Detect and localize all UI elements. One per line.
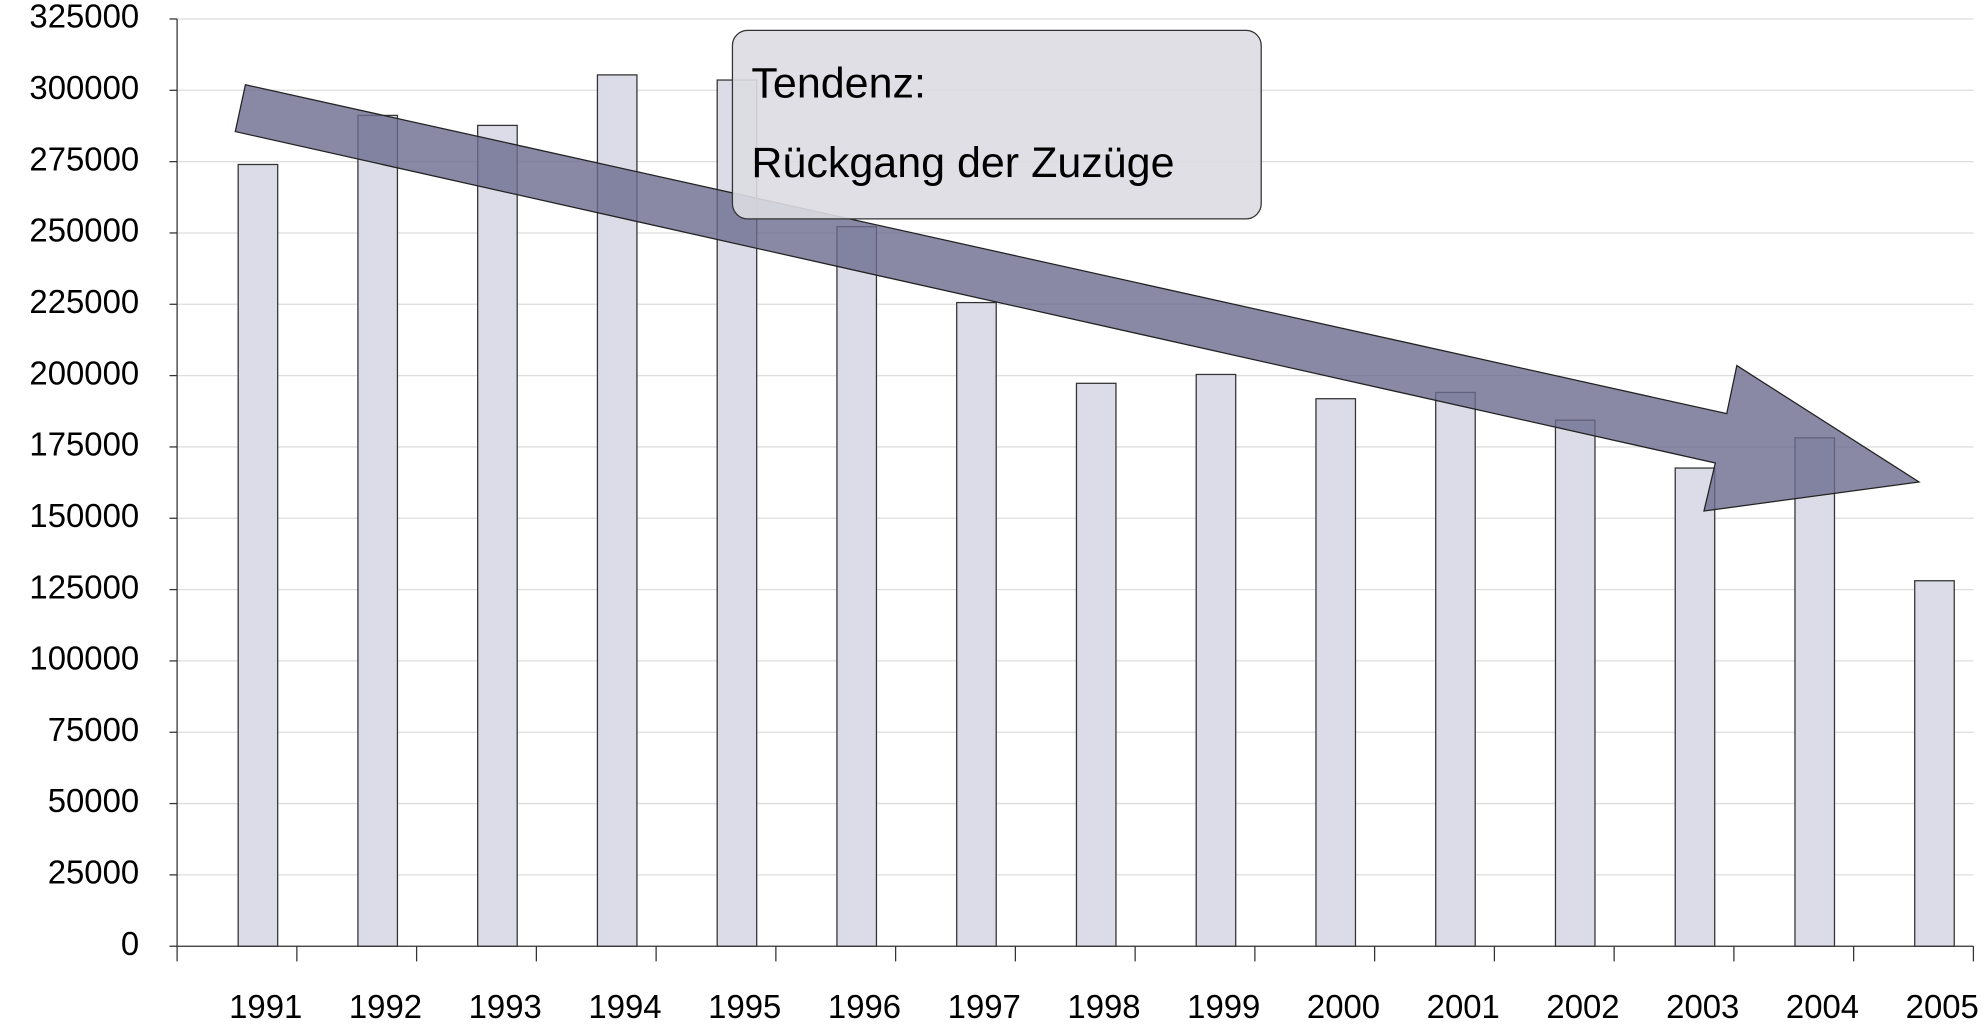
bar: [1554, 419, 1596, 947]
x-tick-label: 2004: [1786, 988, 1859, 1025]
y-tick-label: 100000: [29, 640, 139, 677]
plot-area: 0 25000 50000 75000 100000 125000 150000 175000…: [29, 0, 1978, 1025]
x-tick-label: 1992: [349, 988, 422, 1025]
bar: [237, 163, 279, 947]
x-tick-label: 1994: [588, 988, 661, 1025]
x-tick-label: 1997: [948, 988, 1021, 1025]
x-tick-label: 2000: [1307, 988, 1380, 1025]
y-tick-label: 250000: [29, 212, 139, 249]
y-tick-label: 325000: [29, 0, 139, 35]
y-tick-label: 175000: [29, 426, 139, 463]
bar: [1435, 391, 1476, 947]
annotation-box: [731, 29, 1262, 220]
y-tick-label: 200000: [29, 354, 139, 391]
y-tick-label: 150000: [29, 497, 139, 534]
y-tick-label: 225000: [29, 283, 139, 320]
bar: [836, 226, 878, 947]
y-tick-label: 0: [121, 925, 139, 962]
bar: [1794, 437, 1836, 947]
x-tick-label: 1996: [828, 988, 901, 1025]
x-tick-label: 1991: [229, 988, 302, 1025]
annotation-text: Tendenz:: [751, 59, 926, 107]
x-tick-label: 1999: [1187, 988, 1260, 1025]
bar: [1315, 398, 1357, 947]
bar: [1914, 580, 1955, 947]
bar: [357, 114, 399, 947]
y-tick-label: 275000: [29, 140, 139, 177]
y-tick-label: 50000: [48, 782, 139, 819]
x-tick-label: 2003: [1666, 988, 1739, 1025]
x-tick-label: 2002: [1546, 988, 1619, 1025]
x-tick-label: 1993: [469, 988, 542, 1025]
bar: [956, 301, 997, 947]
bar: [1075, 382, 1117, 947]
y-tick-label: 125000: [29, 568, 139, 605]
trend-arrow: [234, 83, 1921, 512]
x-tick-label: 2001: [1427, 988, 1500, 1025]
annotation-text: Rückgang der Zuzüge: [751, 139, 1174, 187]
y-tick-label: 25000: [48, 854, 139, 891]
bar: [1195, 373, 1237, 947]
y-tick-label: 75000: [48, 711, 139, 748]
y-tick-label: 300000: [29, 69, 139, 106]
x-tick-label: 1995: [708, 988, 781, 1025]
bar: [477, 124, 518, 947]
bar: [1674, 467, 1716, 947]
x-tick-label: 1998: [1067, 988, 1140, 1025]
x-tick-label: 2005: [1906, 988, 1979, 1025]
